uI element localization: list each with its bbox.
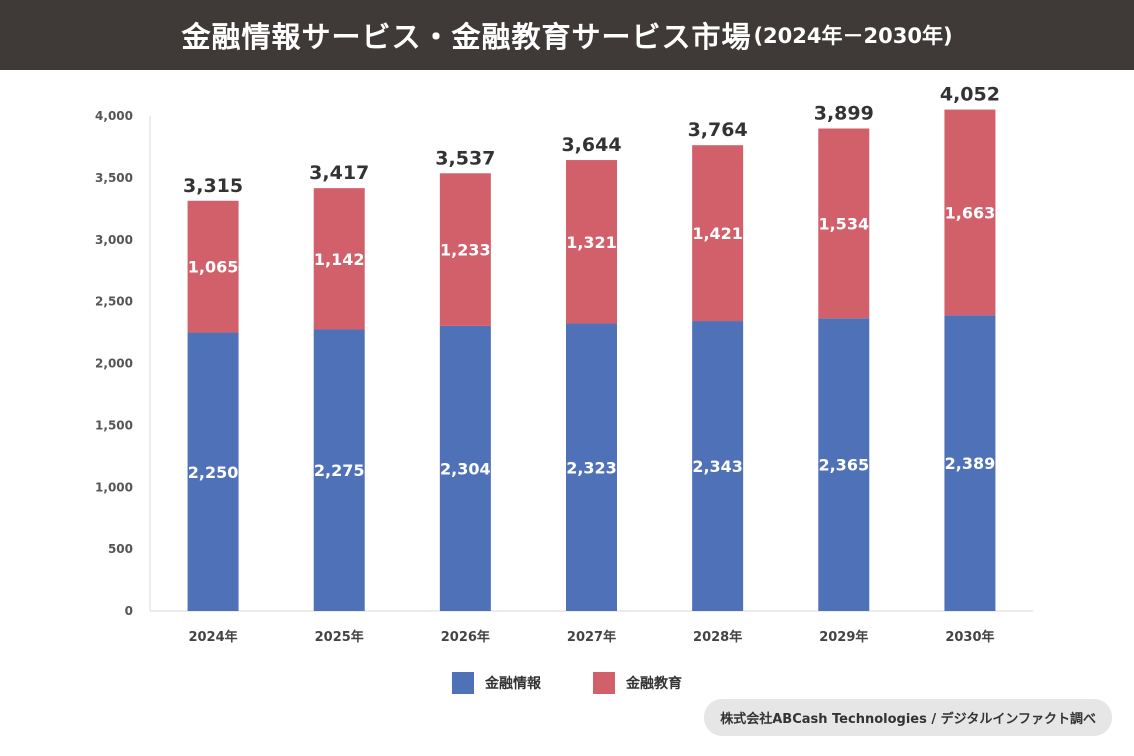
- y-tick-label-3: 1,500: [95, 418, 133, 432]
- x-tick-label-0: 2024年: [188, 629, 237, 645]
- legend-label-0: 金融情報: [485, 676, 541, 692]
- x-tick-label-1: 2025年: [315, 629, 364, 645]
- data-label-1-1: 1,142: [314, 250, 365, 269]
- x-tick-label-3: 2027年: [567, 629, 616, 645]
- x-tick-label-4: 2028年: [693, 629, 742, 645]
- y-tick-label-1: 500: [108, 542, 133, 556]
- data-label-1-4: 1,421: [692, 224, 743, 243]
- total-label-3: 3,644: [561, 134, 621, 156]
- data-label-0-1: 2,275: [314, 461, 365, 480]
- bar-1-3: [566, 160, 617, 324]
- bar-1-6: [944, 109, 996, 316]
- bar-0-3: [566, 323, 617, 611]
- bar-0-5: [818, 318, 870, 611]
- source-note: 株式会社ABCash Technologies / デジタルインファクト調べ: [704, 699, 1112, 736]
- bar-1-4: [692, 145, 744, 322]
- data-label-0-3: 2,323: [566, 458, 617, 477]
- chart-title: 金融情報サービス・金融教育サービス市場: [181, 20, 752, 54]
- data-label-1-2: 1,233: [440, 241, 491, 260]
- x-tick-label-6: 2030年: [945, 629, 994, 645]
- bar-0-1: [313, 329, 365, 611]
- data-label-0-4: 2,343: [692, 457, 743, 476]
- y-tick-label-0: 0: [125, 604, 133, 618]
- bar-1-2: [439, 173, 491, 326]
- data-label-1-6: 1,663: [945, 203, 996, 222]
- title-bar: 金融情報サービス・金融教育サービス市場 (2024年－2030年): [0, 0, 1134, 70]
- stacked-bar-chart: 0 500 1,000 1,500 2,000 2,500 3,000 3,500 4,000 2…: [95, 84, 1033, 645]
- total-label-6: 4,052: [940, 84, 1000, 106]
- data-label-1-5: 1,534: [818, 214, 869, 233]
- y-tick-label-5: 2,500: [95, 295, 133, 309]
- bar-0-4: [692, 321, 744, 611]
- x-tick-label-5: 2029年: [819, 629, 868, 645]
- bar-1-1: [313, 188, 365, 330]
- legend-swatch-0: [452, 672, 474, 694]
- data-label-0-5: 2,365: [818, 456, 869, 475]
- data-label-0-2: 2,304: [440, 459, 491, 478]
- bar-0-2: [439, 325, 491, 611]
- data-label-1-3: 1,321: [566, 233, 617, 252]
- data-label-0-0: 2,250: [188, 463, 239, 482]
- y-tick-label-2: 1,000: [95, 480, 133, 494]
- data-label-0-6: 2,389: [945, 454, 996, 473]
- total-label-1: 3,417: [309, 162, 369, 184]
- total-label-4: 3,764: [688, 119, 748, 141]
- total-label-2: 3,537: [435, 147, 495, 169]
- total-label-0: 3,315: [183, 175, 243, 197]
- y-tick-label-7: 3,500: [95, 171, 133, 185]
- legend-swatch-1: [593, 672, 615, 694]
- legend-label-1: 金融教育: [626, 676, 682, 692]
- bar-1-0: [187, 200, 239, 333]
- legend-item-0: 金融情報: [452, 672, 541, 694]
- x-tick-label-2: 2026年: [441, 629, 490, 645]
- chart-legend: 金融情報 金融教育: [0, 672, 1134, 694]
- total-label-5: 3,899: [814, 102, 874, 124]
- y-tick-label-4: 2,000: [95, 357, 133, 371]
- bar-0-6: [944, 315, 996, 611]
- y-tick-label-6: 3,000: [95, 233, 133, 247]
- y-tick-label-8: 4,000: [95, 109, 133, 123]
- data-label-1-0: 1,065: [188, 258, 239, 277]
- chart-subtitle: (2024年－2030年): [753, 24, 953, 48]
- legend-item-1: 金融教育: [593, 672, 682, 694]
- bar-0-0: [187, 332, 239, 611]
- bar-1-5: [818, 128, 870, 319]
